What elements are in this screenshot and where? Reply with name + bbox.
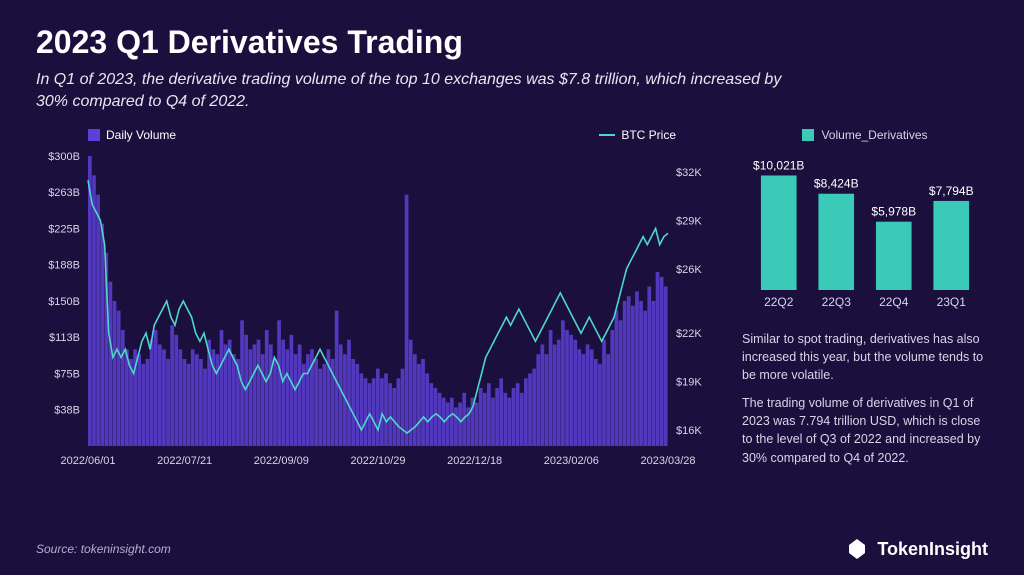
svg-text:$32K: $32K: [676, 167, 702, 179]
legend-btc-swatch: [599, 134, 615, 136]
svg-text:$225B: $225B: [48, 223, 80, 235]
side-text-1: Similar to spot trading, derivatives has…: [742, 330, 988, 384]
brand-label: TokenInsight: [877, 539, 988, 560]
svg-text:$5,978B: $5,978B: [871, 204, 916, 218]
svg-text:$150B: $150B: [48, 296, 80, 308]
brand: TokenInsight: [845, 537, 988, 561]
main-chart-svg: $300B $263B $225B $188B $150B $113B $75B $38B $3…: [36, 146, 716, 476]
side-text-block: Similar to spot trading, derivatives has…: [742, 330, 988, 477]
svg-text:$19K: $19K: [676, 376, 702, 388]
svg-text:22Q3: 22Q3: [822, 295, 852, 309]
svg-text:$113B: $113B: [49, 332, 80, 344]
svg-text:2022/07/21: 2022/07/21: [157, 455, 212, 467]
svg-text:2023/02/06: 2023/02/06: [544, 455, 599, 467]
svg-text:2022/09/09: 2022/09/09: [254, 455, 309, 467]
page-subtitle: In Q1 of 2023, the derivative trading vo…: [36, 69, 816, 114]
svg-text:2022/10/29: 2022/10/29: [350, 455, 405, 467]
bar-legend-label: Volume_Derivatives: [821, 128, 927, 142]
svg-text:$16K: $16K: [676, 425, 702, 437]
svg-text:2022/12/18: 2022/12/18: [447, 455, 502, 467]
bar-legend: Volume_Derivatives: [742, 128, 988, 142]
svg-text:2022/06/01: 2022/06/01: [60, 455, 115, 467]
bar-legend-swatch: [802, 129, 814, 141]
svg-text:$38B: $38B: [54, 404, 80, 416]
legend-volume-swatch: [88, 129, 100, 141]
legend-btc-label: BTC Price: [621, 128, 676, 142]
source-text: Source: tokeninsight.com: [36, 542, 171, 556]
svg-text:23Q1: 23Q1: [937, 295, 967, 309]
svg-text:2023/03/28: 2023/03/28: [640, 455, 695, 467]
svg-text:$188B: $188B: [48, 259, 80, 271]
svg-text:$22K: $22K: [676, 328, 702, 340]
brand-icon: [845, 537, 869, 561]
svg-text:$29K: $29K: [676, 215, 702, 227]
svg-text:$263B: $263B: [48, 187, 80, 199]
svg-text:$300B: $300B: [48, 151, 80, 163]
svg-text:$75B: $75B: [54, 368, 80, 380]
svg-text:22Q2: 22Q2: [764, 295, 794, 309]
svg-text:$8,424B: $8,424B: [814, 177, 859, 191]
legend-btc: BTC Price: [599, 128, 676, 142]
side-text-2: The trading volume of derivatives in Q1 …: [742, 394, 988, 467]
svg-text:$10,021B: $10,021B: [753, 158, 804, 172]
svg-text:$7,794B: $7,794B: [929, 184, 974, 198]
svg-text:22Q4: 22Q4: [879, 295, 909, 309]
page-title: 2023 Q1 Derivatives Trading: [36, 24, 988, 61]
main-chart: Daily Volume BTC Price $300B $263B $225B $1…: [36, 128, 720, 477]
bar-chart-svg: $10,021B 22Q2 $8,424B 22Q3 $5,978B 22Q4 $7,794…: [742, 148, 988, 318]
legend-volume-label: Daily Volume: [106, 128, 176, 142]
legend-volume: Daily Volume: [88, 128, 176, 142]
svg-text:$26K: $26K: [676, 264, 702, 276]
